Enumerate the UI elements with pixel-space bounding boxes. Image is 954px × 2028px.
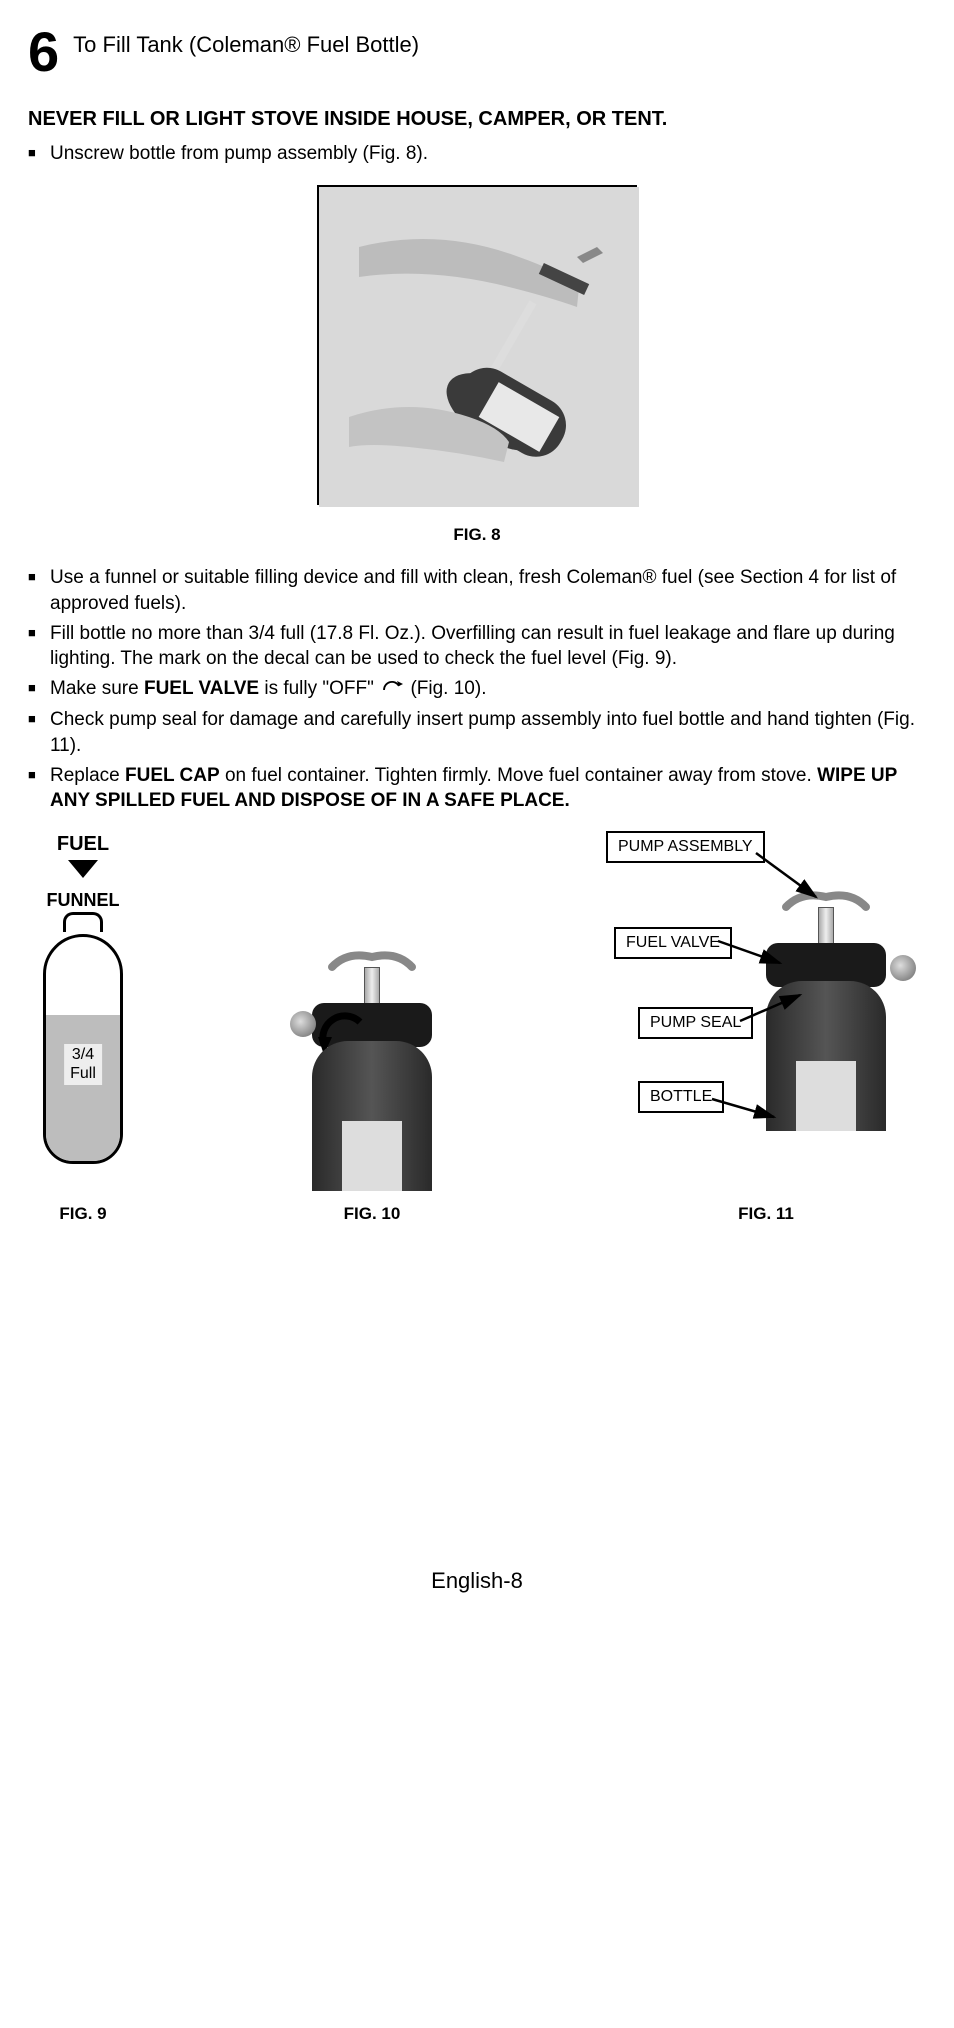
bullet-list-top: Unscrew bottle from pump assembly (Fig. … (28, 141, 926, 167)
figure-10-illustration (272, 931, 472, 1191)
funnel-label: FUNNEL (28, 888, 138, 912)
pump-assembly-label: PUMP ASSEMBLY (606, 831, 765, 863)
bullet-text: Replace (50, 765, 125, 786)
list-item: Fill bottle no more than 3/4 full (17.8 … (28, 621, 926, 672)
warning-line: NEVER FILL OR LIGHT STOVE INSIDE HOUSE, … (28, 106, 926, 133)
bottle-decal (796, 1061, 856, 1131)
bullet-text: Fill bottle no more than 3/4 full (17.8 … (50, 623, 895, 670)
figure-8-caption: FIG. 8 (28, 524, 926, 547)
bullet-text: on fuel container. Tighten firmly. Move … (220, 765, 817, 786)
figures-row: FUEL FUNNEL 3/4 Full FIG. 9 (28, 846, 926, 1226)
section-header: 6 To Fill Tank (Coleman® Fuel Bottle) (28, 24, 926, 80)
bottle-neck (63, 912, 103, 932)
bold-fuel-cap: FUEL CAP (125, 765, 220, 786)
list-item: Make sure FUEL VALVE is fully "OFF" (Fig… (28, 676, 926, 704)
figure-9-caption: FIG. 9 (59, 1203, 106, 1226)
figure-11-illustration: PUMP ASSEMBLY FUEL VALVE PUMP SEAL BOTTL… (606, 831, 926, 1191)
fuel-label: FUEL (28, 831, 138, 858)
bullet-list-mid: Use a funnel or suitable filling device … (28, 565, 926, 814)
list-item: Replace FUEL CAP on fuel container. Tigh… (28, 763, 926, 814)
bullet-text: is fully "OFF" (259, 678, 379, 699)
bullet-text: Use a funnel or suitable filling device … (50, 567, 896, 614)
bold-fuel-valve: FUEL VALVE (144, 678, 259, 699)
fuel-valve-label: FUEL VALVE (614, 927, 732, 959)
bottle-body (312, 1041, 432, 1191)
clockwise-arrow-icon (379, 676, 405, 704)
fill-level-label: 3/4 Full (64, 1044, 102, 1085)
pump-stem (364, 967, 380, 1007)
figure-10-caption: FIG. 10 (344, 1203, 401, 1226)
valve-knob (890, 955, 916, 981)
section-number: 6 (28, 24, 59, 80)
bottle-body (766, 981, 886, 1131)
fuel-fill (46, 1015, 120, 1161)
fill-word: Full (70, 1065, 96, 1082)
bottle-decal (342, 1121, 402, 1191)
bottle-label: BOTTLE (638, 1081, 724, 1113)
figure-9-illustration: FUEL FUNNEL 3/4 Full (28, 831, 138, 1191)
list-item: Unscrew bottle from pump assembly (Fig. … (28, 141, 926, 167)
bullet-text: Make sure (50, 678, 144, 699)
fill-fraction: 3/4 (72, 1046, 94, 1063)
list-item: Use a funnel or suitable filling device … (28, 565, 926, 616)
list-item: Check pump seal for damage and carefully… (28, 707, 926, 758)
section-title: To Fill Tank (Coleman® Fuel Bottle) (73, 30, 419, 60)
stove-assembly (726, 871, 926, 1131)
down-triangle-icon (28, 858, 138, 880)
figure-9-column: FUEL FUNNEL 3/4 Full FIG. 9 (28, 831, 138, 1226)
bullet-text: (Fig. 10). (405, 678, 486, 699)
figure-10-column: FIG. 10 (272, 931, 472, 1226)
bullet-text: Check pump seal for damage and carefully… (50, 709, 915, 756)
pump-stem (818, 907, 834, 947)
figure-11-column: PUMP ASSEMBLY FUEL VALVE PUMP SEAL BOTTL… (606, 831, 926, 1226)
figure-8-photo (317, 185, 637, 505)
page-number: English-8 (28, 1566, 926, 1596)
figure-11-caption: FIG. 11 (738, 1203, 794, 1226)
fig8-illustration (319, 187, 639, 507)
bottle-body: 3/4 Full (43, 934, 123, 1164)
figure-8-container (28, 185, 926, 515)
